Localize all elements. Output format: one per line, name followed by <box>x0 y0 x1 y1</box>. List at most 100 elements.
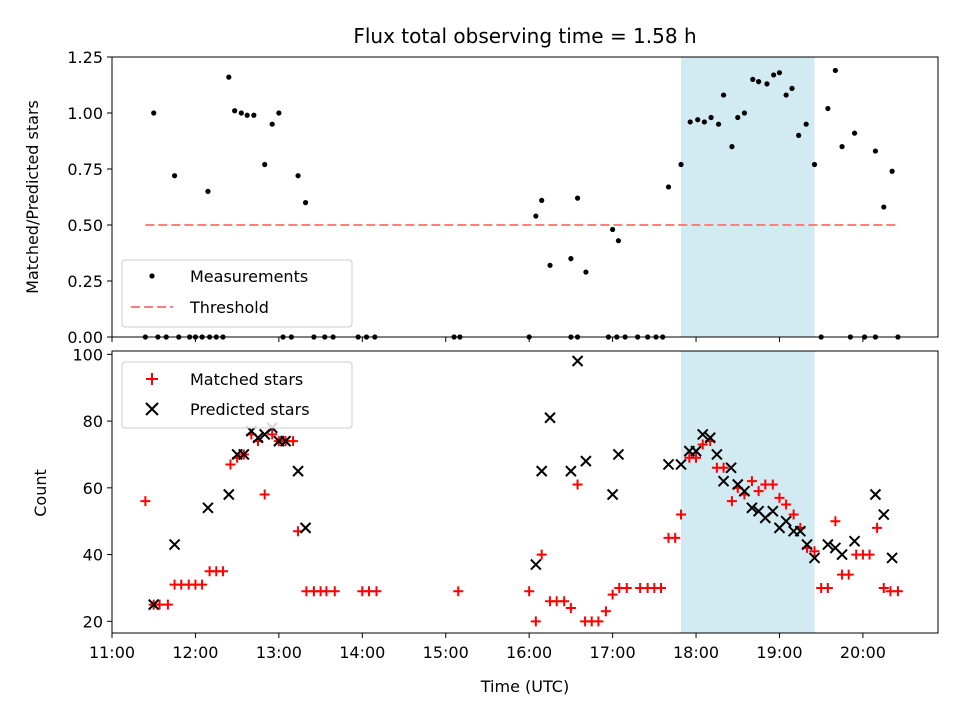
measurement-point <box>232 108 238 114</box>
matched-point <box>809 546 820 557</box>
measurement-point <box>750 76 756 82</box>
bottom-ytick-label: 80 <box>83 412 103 431</box>
predicted-point <box>869 488 882 501</box>
measurement-point <box>839 144 845 150</box>
predicted-point <box>836 548 848 561</box>
legend-label-threshold: Threshold <box>189 298 269 317</box>
measurement-point <box>276 110 282 116</box>
bottom-ylabel: Count <box>31 469 50 517</box>
matched-point <box>726 496 737 507</box>
predicted-point <box>704 432 716 444</box>
measurement-point <box>735 114 741 121</box>
bottom-xtick-label: 19:00 <box>756 643 802 662</box>
measurement-point <box>783 92 789 98</box>
matched-point <box>154 599 165 610</box>
predicted-point <box>571 355 584 367</box>
predicted-point <box>299 522 312 534</box>
measurement-point <box>251 112 257 118</box>
bottom-ytick-label: 60 <box>83 479 103 498</box>
top-ytick-label: 1.25 <box>67 48 103 67</box>
measurement-point <box>539 197 545 203</box>
top-legend: Measurements Threshold <box>121 259 353 328</box>
matched-point <box>572 479 583 490</box>
predicted-point <box>822 538 834 551</box>
measurement-point <box>708 114 714 121</box>
top-ytick-label: 0.50 <box>67 216 103 235</box>
predicted-point <box>223 488 235 501</box>
bottom-xlabel: Time (UTC) <box>480 677 569 696</box>
matched-point <box>864 549 875 560</box>
measurement-point <box>574 195 581 201</box>
legend-label-predicted: Predicted stars <box>190 400 310 419</box>
predicted-point <box>801 538 813 551</box>
measurement-point <box>825 105 831 112</box>
measurement-point <box>568 256 574 262</box>
legend-label-matched: Matched stars <box>190 370 303 389</box>
matched-point <box>746 476 757 487</box>
top-axes-frame <box>111 56 939 338</box>
top-ytick-label: 0.25 <box>67 272 103 291</box>
matched-point <box>225 459 236 470</box>
predicted-point <box>530 558 542 571</box>
top-ytick-label: 0.75 <box>67 160 103 179</box>
predicted-point <box>746 502 758 514</box>
predicted-point <box>535 465 548 477</box>
matched-point <box>600 606 611 617</box>
measurement-point <box>151 110 157 116</box>
matched-point <box>774 492 785 503</box>
measurement-point <box>295 173 301 179</box>
predicted-point <box>711 448 723 461</box>
predicted-point <box>662 458 675 471</box>
bottom-xtick-label: 14:00 <box>339 643 385 662</box>
matched-point <box>536 549 547 560</box>
measurement-point <box>695 117 701 123</box>
measurement-point <box>803 121 809 127</box>
bottom-xtick-label: 18:00 <box>673 643 719 662</box>
bottom-axes-frame <box>111 350 939 634</box>
measurement-point <box>776 70 783 76</box>
measurement-point <box>226 74 232 80</box>
predicted-point <box>565 465 577 477</box>
predicted-point <box>848 535 861 547</box>
measurement-point <box>701 119 707 125</box>
predicted-point <box>780 515 792 527</box>
measurement-point <box>741 110 748 116</box>
matched-point <box>621 582 632 593</box>
measurement-point <box>881 204 887 210</box>
measurement-point <box>729 144 735 150</box>
measurement-point <box>615 238 622 244</box>
measurement-point <box>269 121 275 127</box>
measurement-point <box>238 110 244 116</box>
matched-point <box>565 602 576 613</box>
matched-point <box>767 479 778 490</box>
bottom-legend: Matched stars Predicted stars <box>121 361 353 429</box>
predicted-point <box>717 475 730 487</box>
predicted-point <box>202 502 214 514</box>
measurement-point <box>547 262 553 268</box>
measurement-point <box>665 184 672 190</box>
matched-point <box>788 509 799 520</box>
measurement-point <box>583 269 589 275</box>
predicted-point <box>148 598 160 611</box>
matched-point <box>753 486 764 497</box>
matched-point <box>524 586 535 597</box>
matched-point <box>676 509 687 520</box>
matched-point <box>607 589 618 600</box>
top-highlight-span <box>681 57 815 337</box>
predicted-point <box>794 525 807 537</box>
matched-point <box>655 582 666 593</box>
legend-marker-predicted <box>145 402 159 416</box>
matched-point <box>259 489 270 500</box>
measurement-point <box>764 81 770 87</box>
matched-point <box>321 586 332 597</box>
measurement-point <box>262 161 268 168</box>
predicted-point <box>238 448 250 461</box>
bottom-ytick-label: 100 <box>72 345 103 364</box>
bottom-ytick-label: 40 <box>83 546 103 565</box>
top-panel: 0.00 0.25 0.50 0.75 1.00 1.25 Matched/Predict… <box>23 48 939 347</box>
matched-point <box>872 522 883 533</box>
matched-point <box>288 436 299 447</box>
measurement-point <box>756 79 762 85</box>
matched-point <box>329 586 340 597</box>
predicted-point <box>886 552 898 564</box>
